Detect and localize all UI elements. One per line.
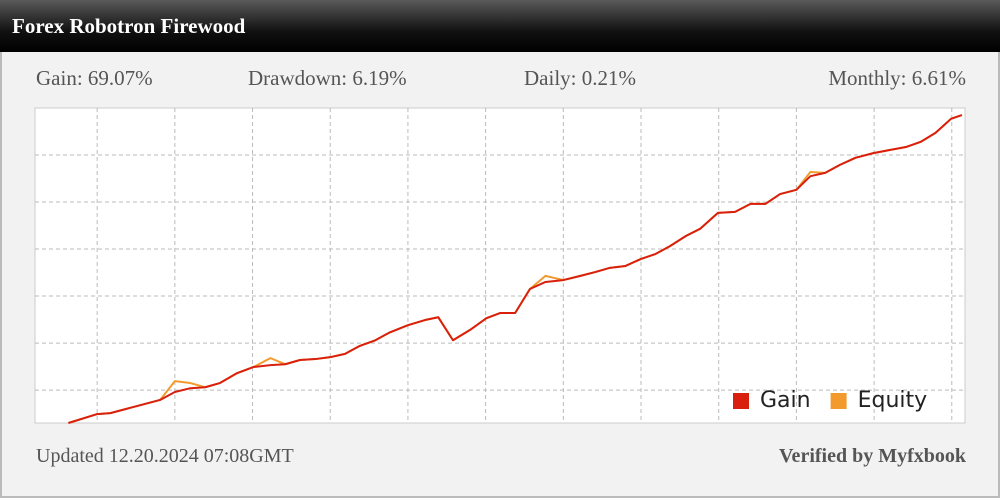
stat: Drawdown: 6.19% [248, 66, 407, 90]
verified[interactable]: Verified by Myfxbook [778, 445, 966, 467]
legend-swatch [830, 393, 847, 409]
header: Forex Robotron Firewood [0, 0, 1000, 52]
title: Forex Robotron Firewood [12, 14, 246, 38]
plot-area [34, 107, 966, 424]
stat: Gain: 69.07% [36, 66, 153, 90]
updated: Updated 12.20.2024 07:08GMT [36, 445, 294, 467]
legend-label: Gain [760, 388, 811, 413]
legend-swatch [733, 393, 749, 409]
stat: Monthly: 6.61% [828, 66, 966, 90]
stat: Daily: 0.21% [524, 66, 636, 90]
legend-label: Equity [858, 388, 928, 413]
series-line [68, 114, 963, 424]
